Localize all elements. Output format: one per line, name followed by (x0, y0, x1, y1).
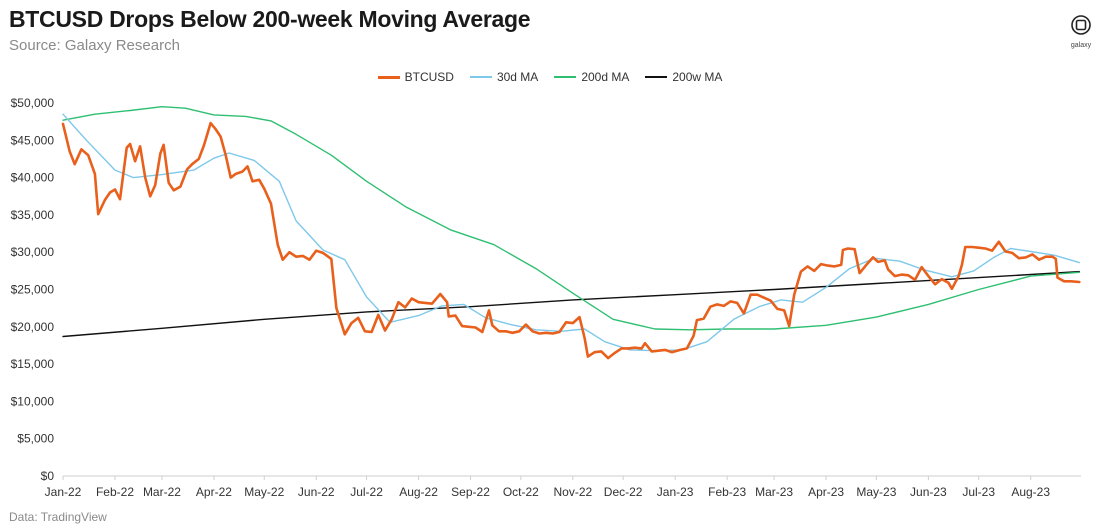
legend-swatch (645, 76, 668, 78)
y-tick-label: $0 (41, 469, 55, 483)
legend-swatch (554, 76, 577, 78)
galaxy-logo-icon (1071, 15, 1091, 35)
footer-data-source: Data: TradingView (9, 510, 107, 524)
logo: galaxy (1068, 14, 1094, 49)
legend-label: BTCUSD (404, 70, 454, 84)
x-tick-label: Apr-23 (808, 485, 844, 499)
y-tick-label: $35,000 (11, 208, 55, 222)
x-tick-label: Jan-22 (45, 485, 82, 499)
x-tick-label: Jun-23 (910, 485, 947, 499)
series-line-ma200w (62, 270, 1080, 338)
y-tick-label: $15,000 (11, 357, 55, 371)
legend-label: 200w MA (672, 70, 723, 84)
x-tick-label: Feb-23 (708, 485, 746, 499)
x-tick-label: May-23 (856, 485, 896, 499)
y-tick-label: $50,000 (11, 96, 55, 110)
legend-item-ma200: 200d MA (554, 70, 629, 84)
legend-swatch (377, 75, 400, 79)
x-tick-label: Aug-22 (399, 485, 438, 499)
x-tick-label: Sep-22 (451, 485, 490, 499)
y-tick-label: $25,000 (11, 283, 55, 297)
x-tick-label: Apr-22 (196, 485, 232, 499)
series-line-btc (61, 121, 1081, 360)
x-tick-label: Jul-23 (962, 485, 995, 499)
legend-item-ma200w: 200w MA (645, 70, 722, 84)
x-tick-label: May-22 (244, 485, 284, 499)
legend-item-ma30: 30d MA (469, 70, 539, 84)
x-tick-label: Oct-22 (503, 485, 539, 499)
legend-item-btc: BTCUSD (377, 70, 454, 84)
x-tick-label: Dec-22 (604, 485, 643, 499)
x-tick-label: Jun-22 (298, 485, 335, 499)
chart-legend: BTCUSD 30d MA 200d MA 200w MA (0, 70, 1100, 84)
y-tick-label: $30,000 (11, 245, 55, 259)
series-line-ma30 (62, 113, 1080, 352)
x-tick-label: Mar-23 (755, 485, 793, 499)
legend-swatch (469, 76, 492, 78)
legend-label: 200d MA (581, 70, 630, 84)
page-title: BTCUSD Drops Below 200-week Moving Avera… (9, 6, 531, 32)
x-tick-label: Jan-23 (657, 485, 694, 499)
chart-series (61, 106, 1081, 360)
y-tick-label: $45,000 (11, 133, 55, 147)
y-tick-label: $10,000 (11, 394, 55, 408)
y-tick-label: $20,000 (11, 320, 55, 334)
x-tick-label: Feb-22 (96, 485, 134, 499)
x-tick-label: Mar-22 (143, 485, 181, 499)
y-tick-label: $5,000 (17, 432, 54, 446)
x-tick-label: Aug-23 (1011, 485, 1050, 499)
x-tick-label: Nov-22 (553, 485, 592, 499)
x-tick-label: Jul-22 (350, 485, 383, 499)
chart-axes: $0 $5,000 $10,000 $15,000 $20,000 $25,000 $30,… (11, 96, 1081, 499)
page-subtitle: Source: Galaxy Research (9, 37, 180, 54)
legend-label: 30d MA (496, 70, 539, 84)
series-line-ma200 (62, 106, 1080, 331)
logo-text: galaxy (1070, 42, 1092, 49)
y-tick-label: $40,000 (11, 171, 55, 185)
